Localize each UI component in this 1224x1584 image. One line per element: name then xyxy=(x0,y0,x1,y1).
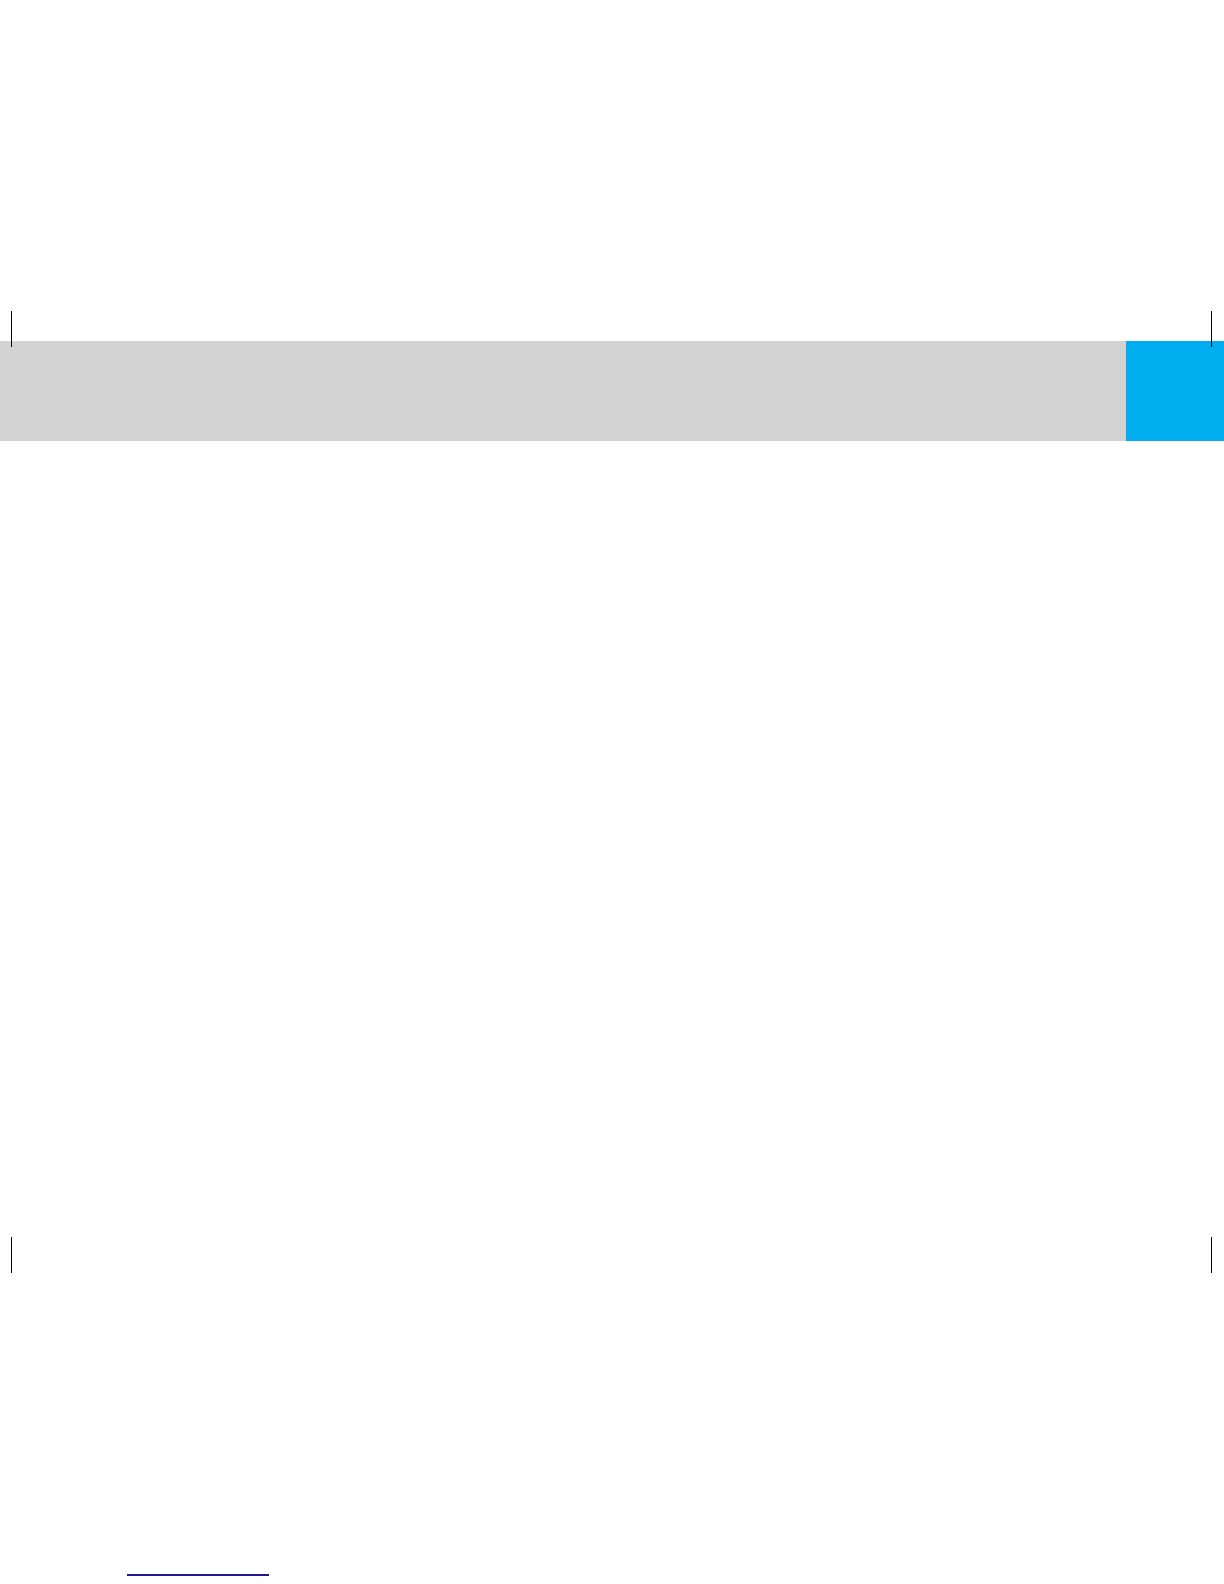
footnote-rule xyxy=(127,1574,269,1576)
crop-mark-bottom-right xyxy=(1211,1237,1212,1273)
crop-mark-top-left xyxy=(11,311,12,347)
crop-mark-bottom-left xyxy=(11,1237,12,1273)
header-band xyxy=(0,341,1126,441)
crop-mark-top-right xyxy=(1211,311,1212,347)
accent-block xyxy=(1126,341,1224,441)
